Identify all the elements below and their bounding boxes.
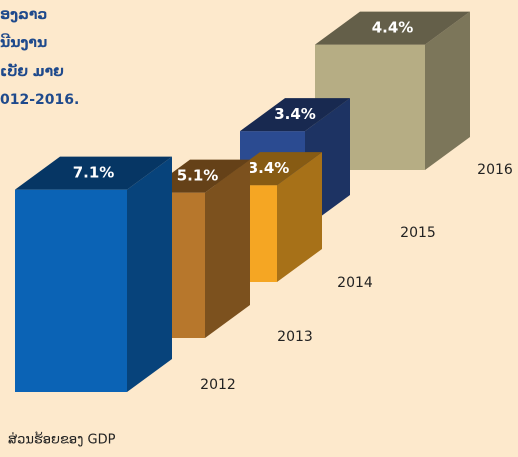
bar-top (15, 156, 172, 190)
value-label: 4.4% (372, 19, 414, 37)
title-line: ເບັຍ ມາຍ (0, 62, 64, 80)
bar-top (315, 11, 470, 45)
year-label: 2012 (200, 377, 236, 393)
value-label: 3.4% (274, 105, 316, 123)
year-label: 2014 (337, 275, 373, 291)
bar-box: 4.4% (315, 11, 470, 170)
title-line: ອງລາວ (0, 7, 47, 23)
source: ສ່ວນຮ້ອຍຂອງ GDP (8, 431, 116, 447)
title-line: 012-2016. (0, 92, 79, 108)
bar-side (127, 156, 172, 392)
value-label: 7.1% (73, 164, 115, 182)
bar-box: 7.1% (15, 156, 172, 392)
bar-side (277, 152, 322, 282)
value-label: 5.1% (177, 167, 219, 185)
year-label: 2013 (277, 329, 313, 345)
year-label: 2016 (477, 162, 513, 178)
bar-side (425, 11, 470, 170)
bar-top (240, 98, 350, 132)
title-line: ນີນງານ (0, 33, 47, 51)
bar (15, 189, 127, 392)
bar-side (205, 159, 250, 338)
value-label: 3.4% (248, 159, 290, 177)
year-label: 2015 (400, 225, 436, 241)
